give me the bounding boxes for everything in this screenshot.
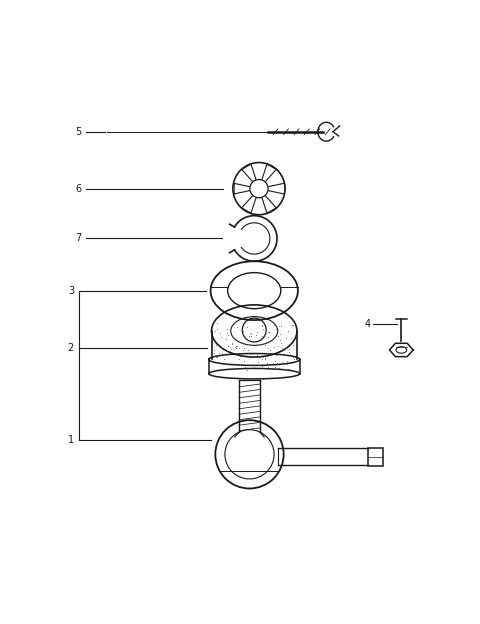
Text: 6: 6 xyxy=(75,183,81,193)
Bar xyxy=(368,447,384,466)
Text: 2: 2 xyxy=(68,343,74,353)
Text: 7: 7 xyxy=(75,233,81,243)
Text: 4: 4 xyxy=(364,319,371,329)
Text: 1: 1 xyxy=(68,435,74,445)
Text: 5: 5 xyxy=(75,127,81,137)
Text: 3: 3 xyxy=(68,286,74,296)
